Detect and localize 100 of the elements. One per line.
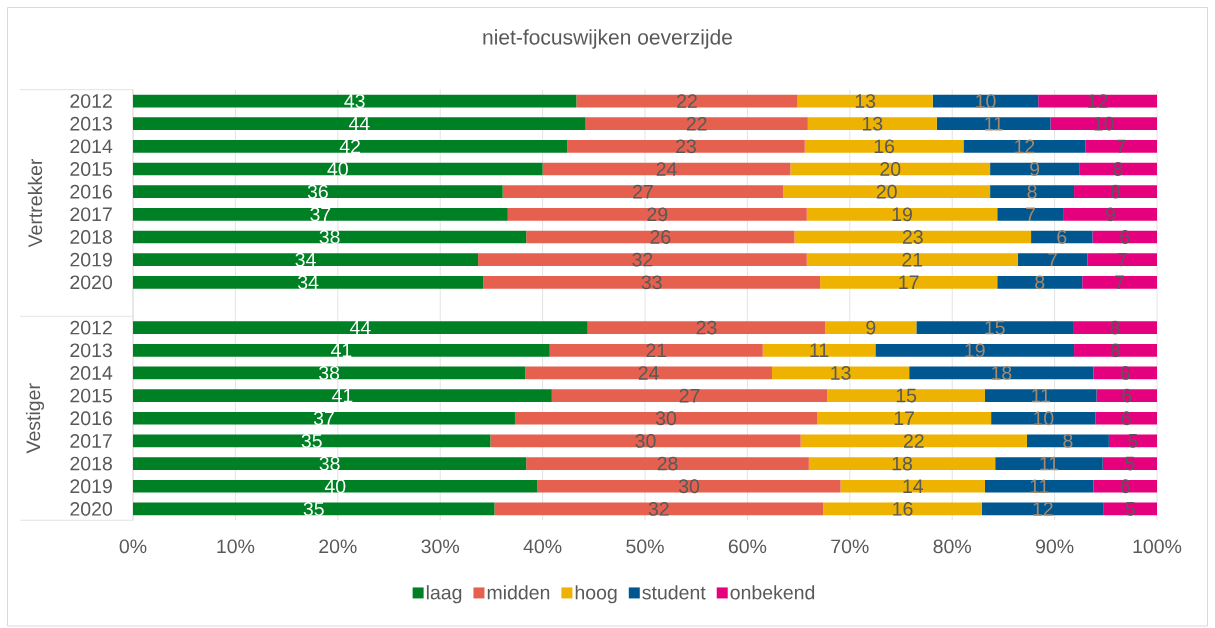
- bar: [820, 275, 998, 289]
- data-label: 16: [893, 502, 913, 516]
- data-label: 43: [344, 94, 365, 108]
- bar: [133, 139, 568, 153]
- bar: [133, 434, 491, 448]
- bar: [762, 343, 876, 357]
- bar: [576, 94, 798, 108]
- bar: [1102, 457, 1157, 470]
- bar: [1073, 321, 1157, 334]
- legend-label: onbekend: [730, 585, 815, 600]
- data-label: 38: [319, 456, 340, 471]
- bar: [494, 502, 824, 516]
- bar: [1087, 253, 1157, 266]
- data-label: 6: [1121, 411, 1131, 426]
- data-label: 24: [656, 162, 677, 176]
- bar: [133, 94, 577, 108]
- data-label: 11: [810, 343, 829, 357]
- data-label: 21: [646, 343, 667, 358]
- data-label: 44: [349, 320, 371, 335]
- data-label: 7: [1048, 252, 1057, 267]
- bar: [1095, 411, 1157, 425]
- bar: [804, 139, 964, 153]
- data-label: 30: [678, 479, 700, 494]
- bar: [478, 253, 807, 266]
- bar: [526, 230, 795, 244]
- data-label: 23: [696, 320, 717, 335]
- data-label: 11: [1032, 388, 1050, 403]
- data-label: 22: [677, 94, 697, 108]
- data-label: 5: [1128, 434, 1138, 448]
- chart-title: niet-focuswijken oeverzijde: [483, 29, 732, 49]
- bar: [1017, 253, 1088, 266]
- bar: [490, 434, 801, 448]
- bar: [133, 343, 550, 357]
- bar: [1074, 343, 1157, 357]
- data-label: 11: [985, 116, 1003, 131]
- data-label: 13: [862, 116, 883, 131]
- bar: [825, 321, 917, 334]
- bar: [587, 321, 826, 334]
- bar: [984, 479, 1094, 493]
- data-label: 28: [657, 456, 678, 471]
- bar: [483, 275, 821, 289]
- x-tick-label: 60%: [728, 539, 767, 554]
- y-tick-label: 2012: [70, 94, 112, 108]
- bar: [133, 253, 479, 266]
- y-tick-label: 2013: [70, 116, 112, 131]
- data-label: 18: [892, 456, 913, 471]
- data-label: 32: [648, 502, 669, 516]
- data-label: 18: [992, 366, 1012, 380]
- bar: [797, 94, 933, 108]
- data-label: 20: [876, 184, 897, 199]
- bar: [507, 207, 807, 221]
- data-label: 38: [319, 230, 340, 244]
- legend-label: laag: [426, 585, 462, 604]
- data-label: 29: [647, 207, 668, 222]
- data-label: 6: [1120, 230, 1130, 244]
- legend-label: midden: [487, 585, 550, 600]
- bar: [995, 457, 1103, 470]
- bar: [806, 253, 1018, 266]
- data-label: 8: [1110, 320, 1120, 335]
- data-label: 9: [1030, 162, 1040, 176]
- data-label: 32: [632, 252, 653, 267]
- x-tick-label: 30%: [421, 539, 460, 554]
- bar: [1074, 185, 1157, 199]
- bar: [1096, 389, 1157, 402]
- bar: [800, 434, 1027, 448]
- bar: [916, 321, 1074, 334]
- y-tick-label: 2015: [70, 388, 112, 403]
- data-label: 12: [1015, 139, 1035, 154]
- bar: [817, 411, 992, 425]
- data-label: 27: [679, 388, 700, 403]
- x-tick-label: 90%: [1036, 539, 1074, 554]
- bar: [794, 230, 1032, 244]
- y-tick-label: 2012: [70, 320, 112, 335]
- data-label: 30: [635, 434, 656, 448]
- data-label: 23: [676, 139, 696, 154]
- data-label: 8: [1035, 275, 1045, 290]
- data-label: 41: [332, 388, 353, 403]
- data-label: 12: [1088, 94, 1108, 108]
- y-tick-label: 2017: [70, 434, 112, 448]
- bar: [984, 389, 1097, 402]
- bar: [502, 185, 784, 199]
- bar: [909, 366, 1094, 380]
- data-label: 24: [638, 366, 659, 380]
- data-label: 33: [641, 275, 662, 290]
- data-label: 5: [1125, 456, 1135, 471]
- y-tick-label: 2019: [70, 479, 112, 494]
- data-label: 9: [1105, 207, 1115, 222]
- bar: [807, 117, 937, 131]
- bar: [133, 366, 526, 380]
- data-label: 30: [655, 411, 677, 426]
- data-label: 9: [866, 320, 876, 335]
- data-label: 17: [899, 275, 919, 290]
- x-tick-label: 100%: [1133, 539, 1182, 554]
- bar: [133, 230, 527, 244]
- data-label: 34: [298, 275, 319, 290]
- bar: [823, 502, 982, 516]
- bar: [133, 321, 588, 334]
- data-label: 7: [1026, 207, 1035, 222]
- y-tick-label: 2018: [70, 456, 112, 471]
- y-tick-label: 2019: [70, 252, 112, 267]
